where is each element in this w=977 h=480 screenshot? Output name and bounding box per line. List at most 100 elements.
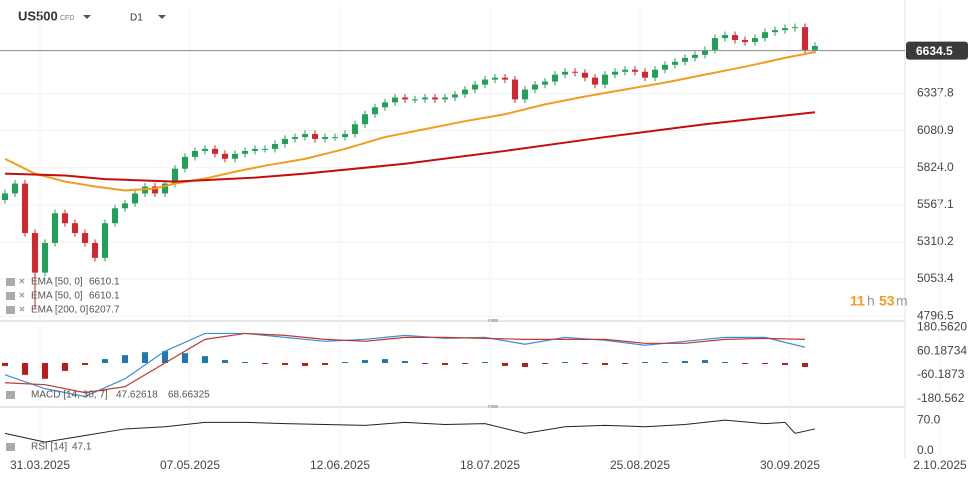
candle-body <box>302 134 308 138</box>
candle-body <box>682 57 688 62</box>
symbol-dropdown[interactable] <box>83 15 91 19</box>
histogram-bar <box>582 363 588 364</box>
candle-body <box>162 183 168 194</box>
candle-body <box>602 74 608 85</box>
candle-body <box>612 71 618 75</box>
histogram-bar <box>502 363 508 366</box>
countdown-minutes: 53 <box>879 293 895 309</box>
candle-body <box>292 137 298 139</box>
indicator-line <box>4 332 806 394</box>
candle-body <box>402 97 408 100</box>
candle-body <box>2 193 8 201</box>
legend-close: × <box>19 291 25 302</box>
timeframe[interactable]: D1 <box>130 13 143 24</box>
candle-body <box>542 81 548 85</box>
candle-body <box>32 233 38 273</box>
last-price-box <box>906 41 968 60</box>
histogram-bar <box>702 360 708 364</box>
candle-body <box>332 137 338 139</box>
candle-body <box>202 148 208 151</box>
legend-entry: × EMA [50, 0] 6610.1 <box>6 291 120 302</box>
candle-body <box>702 49 708 55</box>
candle-body <box>322 137 328 139</box>
candle-body <box>512 79 518 100</box>
histogram-bar <box>722 362 728 364</box>
candle-body <box>432 97 438 100</box>
candle-body <box>72 223 78 234</box>
candle-body <box>662 64 668 70</box>
histogram-bar <box>342 362 348 364</box>
legend-icon <box>6 443 15 451</box>
candle-body <box>642 71 648 78</box>
legend-name: EMA [200, 0] <box>31 305 88 316</box>
y-tick-label: 180.5620 <box>917 320 967 334</box>
candle-body <box>382 102 388 108</box>
histogram-bar <box>662 362 668 364</box>
indicator-line <box>4 419 816 443</box>
candle-body <box>762 32 768 39</box>
candle-body <box>22 183 28 234</box>
candle-body <box>812 46 818 50</box>
indicator-line <box>4 332 806 398</box>
candle-body <box>482 79 488 85</box>
x-tick-label: 30.09.2025 <box>760 458 820 472</box>
x-tick-label: 07.05.2025 <box>160 458 220 472</box>
candle-body <box>712 38 718 50</box>
histogram-bar <box>742 363 748 364</box>
y-tick-label: 5824.0 <box>917 160 954 174</box>
candle-body <box>462 89 468 95</box>
y-tick-label: 4796.5 <box>917 308 954 322</box>
panel-handle[interactable] <box>488 319 498 322</box>
candle-body <box>122 203 128 209</box>
histogram-bar <box>122 355 128 364</box>
candle-body <box>212 148 218 154</box>
y-tick-label: -60.1873 <box>917 367 965 381</box>
histogram-bar <box>562 362 568 364</box>
histogram-bar <box>642 362 648 364</box>
candle-body <box>522 89 528 100</box>
legend-name: RSI [14] <box>31 442 67 453</box>
candle-body <box>552 74 558 82</box>
histogram-bar <box>382 359 388 364</box>
histogram-bar <box>142 352 148 364</box>
symbol[interactable]: US500 <box>18 8 58 23</box>
candle-body <box>772 30 778 33</box>
candle-body <box>722 35 728 39</box>
candle-body <box>452 94 458 98</box>
histogram-bar <box>202 356 208 364</box>
histogram-bar <box>102 359 108 364</box>
candle-body <box>222 153 228 159</box>
candle-body <box>752 38 758 42</box>
candle-body <box>732 35 738 40</box>
candle-body <box>92 242 98 258</box>
candle-body <box>572 71 578 73</box>
legend-entry: × EMA [200, 0] 6207.7 <box>6 305 120 316</box>
panel-handle[interactable] <box>488 405 498 408</box>
candle-body <box>112 208 118 224</box>
countdown-unit: m <box>896 293 908 309</box>
histogram-bar <box>402 361 408 364</box>
histogram-bar <box>622 363 628 364</box>
y-tick-label: -180.562 <box>917 391 965 405</box>
candle-body <box>282 138 288 145</box>
countdown-unit: h <box>867 293 875 309</box>
histogram-bar <box>462 363 468 364</box>
candle-body <box>672 61 678 65</box>
candle-body <box>632 69 638 72</box>
histogram-bar <box>442 363 448 365</box>
candle-body <box>392 97 398 103</box>
timeframe-dropdown[interactable] <box>158 15 166 19</box>
candle-body <box>102 223 108 258</box>
legend-icon <box>6 391 15 399</box>
candle-body <box>412 99 418 101</box>
histogram-bar <box>242 362 248 364</box>
histogram-bar <box>222 360 228 364</box>
market: CFD <box>60 15 74 22</box>
y-tick-label: 0.0 <box>917 443 934 457</box>
legend-value: 68.66325 <box>168 390 210 401</box>
histogram-bar <box>762 363 768 364</box>
candle-body <box>152 186 158 194</box>
histogram-bar <box>2 363 8 366</box>
candle-body <box>782 28 788 31</box>
